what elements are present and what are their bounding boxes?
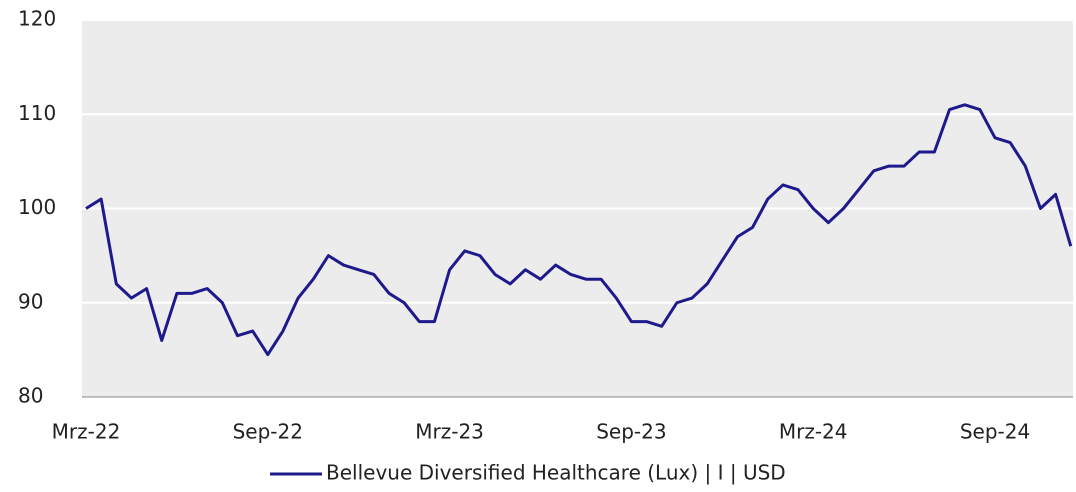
data-line	[85, 103, 1073, 357]
y-tick-label: 90	[18, 289, 43, 313]
y-tick-label: 80	[18, 384, 43, 408]
x-tick-label: Sep-24	[960, 420, 1030, 444]
legend-label: Bellevue Diversified Healthcare (Lux) | …	[326, 461, 786, 485]
y-tick-label: 120	[18, 7, 56, 31]
y-tick-label: 100	[18, 195, 56, 219]
x-tick-label: Mrz-23	[415, 420, 484, 444]
x-tick-label: Mrz-22	[52, 420, 121, 444]
x-tick-label: Mrz-24	[779, 420, 848, 444]
y-tick-label: 110	[18, 101, 56, 125]
x-tick-label: Sep-22	[233, 420, 303, 444]
x-tick-label: Sep-23	[596, 420, 666, 444]
